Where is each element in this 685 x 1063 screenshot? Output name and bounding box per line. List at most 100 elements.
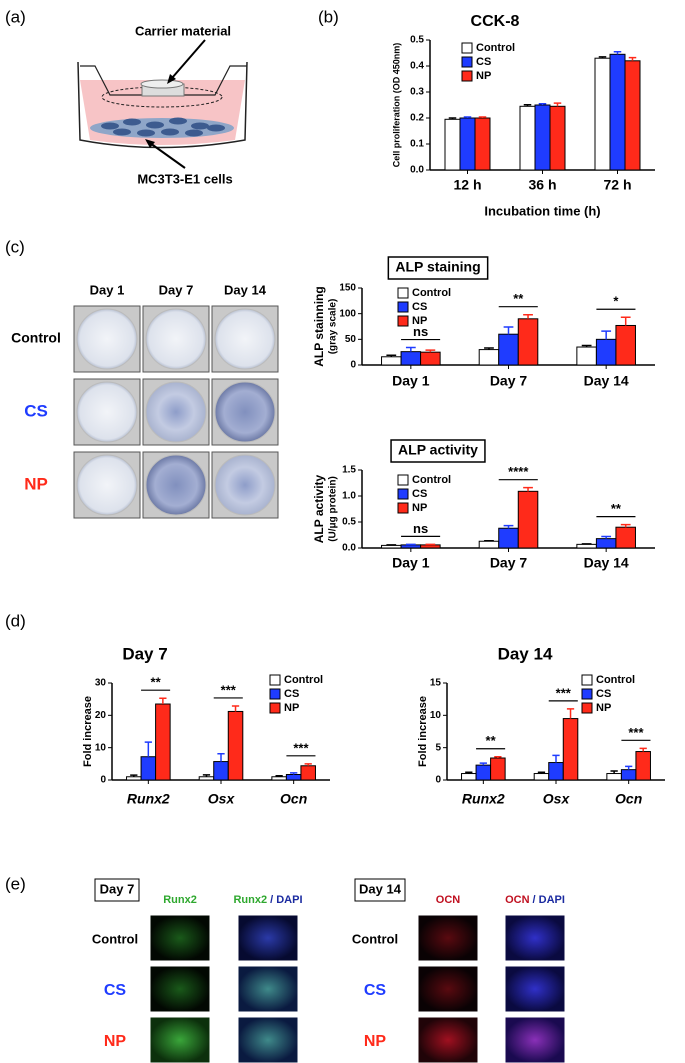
x-tick-label: Runx2 (127, 791, 170, 807)
micrograph (237, 1016, 299, 1063)
y-tick-label: 0.2 (410, 113, 424, 124)
micrograph (149, 965, 211, 1013)
bar (420, 544, 441, 549)
bar (519, 105, 536, 171)
well (214, 454, 276, 516)
y-tick-label: 0 (100, 775, 106, 786)
bar (475, 764, 492, 781)
arrow-head (167, 74, 176, 84)
column-label: OCN (436, 894, 461, 906)
panel-label: (b) (318, 7, 339, 26)
significance-label: *** (293, 740, 309, 755)
error-bar (628, 56, 637, 61)
label-part: / DAPI (270, 894, 302, 906)
bar (594, 57, 611, 171)
micrograph (237, 914, 299, 962)
error-bar (484, 539, 494, 542)
error-bar (613, 50, 622, 55)
carrier-top (140, 79, 184, 89)
well (76, 381, 138, 443)
bar (498, 333, 519, 366)
significance-label: ** (151, 675, 162, 690)
error-bar (553, 102, 562, 107)
bar (381, 544, 402, 549)
bar (517, 490, 539, 549)
legend-label: CS (412, 488, 427, 500)
error-bar (304, 763, 312, 766)
bar (227, 710, 244, 781)
chart-title: Day 14 (498, 644, 553, 663)
bar (498, 527, 519, 549)
bar (576, 543, 597, 549)
error-bar (523, 103, 532, 107)
bar (620, 769, 637, 781)
if-title: Day 14 (359, 881, 402, 896)
error-bar (598, 56, 607, 59)
column-label: Runx2/ DAPI (233, 894, 302, 906)
y-tick-label: 30 (95, 678, 107, 689)
column-label: OCN / DAPI (505, 894, 565, 906)
bar (490, 757, 506, 781)
row-label: CS (24, 401, 48, 420)
legend-swatch (581, 674, 593, 686)
error-bar (463, 116, 472, 118)
bar (444, 118, 461, 171)
title-box (387, 256, 489, 280)
x-axis-label: Incubation time (h) (484, 203, 600, 218)
error-bar (620, 316, 631, 326)
legend-label: NP (284, 702, 299, 714)
y-tick-label: 10 (95, 742, 107, 753)
y-tick-label: 0.5 (410, 35, 424, 46)
significance-label: *** (221, 682, 237, 697)
x-tick-label: Day 1 (392, 555, 430, 571)
x-tick-label: 12 h (453, 177, 481, 193)
x-tick-label: Osx (543, 791, 571, 807)
x-tick-label: Day 14 (584, 555, 629, 571)
bar (381, 356, 402, 366)
error-bar (625, 765, 633, 770)
legend-label: Control (412, 474, 451, 486)
micrograph (417, 1016, 479, 1063)
legend-label: NP (412, 502, 427, 514)
schematic-label: MC3T3-E1 cells (137, 171, 232, 186)
bar (595, 338, 617, 366)
x-tick-label: Runx2 (462, 791, 505, 807)
bar (624, 60, 641, 171)
label-part: Runx2 (233, 894, 267, 906)
well (145, 381, 207, 443)
significance-label: ** (513, 291, 524, 306)
error-bar (448, 117, 457, 120)
error-bar (405, 346, 416, 352)
x-tick-label: Day 7 (490, 555, 528, 571)
significance-label: *** (628, 725, 644, 740)
chart-title: ALP activity (398, 442, 478, 458)
bar (478, 349, 500, 366)
bar (615, 526, 636, 549)
legend-label: CS (284, 688, 299, 700)
significance-label: ** (486, 733, 497, 748)
legend-label: NP (596, 702, 611, 714)
panel-labels: (a) (b) (c) (d) (e) (5, 7, 339, 893)
title-box (354, 878, 406, 902)
bar (609, 53, 626, 171)
y-tick-label: 0 (350, 360, 356, 371)
legend-swatch (397, 315, 409, 327)
bar (271, 776, 287, 781)
legend-label: Control (284, 674, 323, 686)
significance-label: ns (413, 521, 428, 536)
bar (420, 351, 441, 366)
label-part: / DAPI (533, 894, 565, 906)
legend-label: CS (412, 301, 427, 313)
bar (400, 544, 422, 549)
row-label: NP (364, 1033, 387, 1050)
y-axis-label: Fold increase (82, 696, 94, 767)
well (76, 308, 138, 370)
legend-swatch (397, 488, 409, 500)
y-tick-label: 0.0 (410, 165, 424, 176)
row-label: CS (364, 982, 387, 999)
bar (606, 773, 622, 781)
legend-label: CS (476, 56, 491, 68)
bar (595, 538, 617, 549)
error-bar (581, 543, 592, 545)
